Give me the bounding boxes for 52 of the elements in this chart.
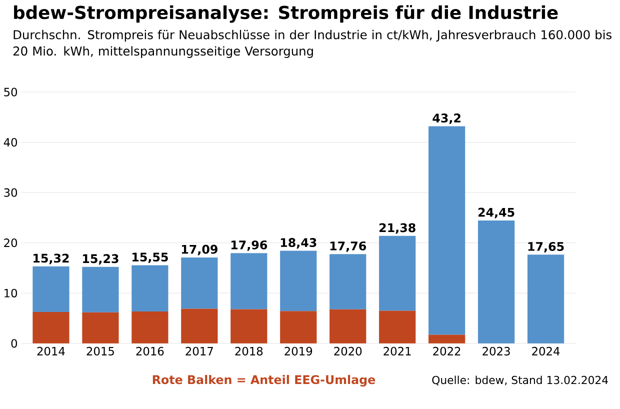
bar [181, 258, 218, 309]
bar [82, 266, 119, 313]
chart-title: bdew-Strompreisanalyse: Strompreis für die Industrie [14, 5, 558, 23]
x-tick-label: 2014 [37, 347, 65, 356]
bar [32, 266, 70, 312]
bar [280, 250, 317, 312]
y-tick-label: 40 [4, 138, 18, 147]
bar [478, 220, 515, 344]
text: Rote Balken = Anteil EEG-Umlage [152, 375, 376, 387]
bar [230, 309, 268, 344]
bar [280, 311, 317, 344]
x-tick-label: 2019 [284, 347, 312, 356]
total-label: 17,09 [182, 244, 218, 256]
y-tick-label: 10 [4, 288, 18, 298]
x-tick-label: 2024 [532, 347, 560, 356]
bar [132, 312, 168, 344]
source-note: Quelle: bdew, Stand 13.02.2024 [432, 376, 608, 386]
x-tick-label: 2020 [334, 347, 362, 356]
bar [330, 310, 366, 344]
y-tick-label: 20 [4, 238, 18, 248]
total-label: 17,76 [330, 242, 366, 252]
bar [379, 236, 416, 311]
total-label: 17,96 [231, 240, 268, 252]
bar [379, 310, 416, 344]
chart-subtitle: Durchschn. Strompreis für Neuabschlüsse in der Industrie in ct/kWh, Jahresverbrauch 160.000 bis 20 Mio. kWh, mittelspannungsseitige Versorgung [13, 30, 612, 58]
bar [428, 334, 466, 344]
total-label: 21,38 [380, 223, 416, 234]
bar [428, 126, 466, 335]
y-tick-label: 30 [4, 188, 18, 198]
x-tick-label: 2022 [433, 347, 460, 356]
total-label: 15,55 [132, 252, 168, 264]
x-tick-label: 2017 [186, 347, 213, 356]
y-tick-label: 50 [4, 88, 18, 96]
bar [181, 308, 218, 344]
bar [230, 253, 268, 310]
total-label: 15,32 [34, 254, 69, 264]
total-label: 15,23 [83, 254, 118, 265]
x-tick-label: 2023 [482, 347, 510, 356]
total-label: 43,2 [432, 114, 460, 124]
bar [32, 312, 70, 344]
total-label: 24,45 [478, 208, 514, 218]
y-tick-label: 0 [11, 339, 18, 348]
total-label: 18,43 [280, 238, 316, 249]
x-tick-label: 2018 [235, 347, 263, 356]
x-tick-label: 2021 [384, 347, 411, 356]
bar [82, 312, 119, 344]
bar [132, 265, 168, 312]
total-label: 17,65 [528, 242, 564, 253]
x-tick-label: 2016 [136, 347, 164, 356]
bar [527, 254, 564, 344]
x-tick-label: 2015 [86, 347, 114, 356]
bar [330, 254, 366, 310]
